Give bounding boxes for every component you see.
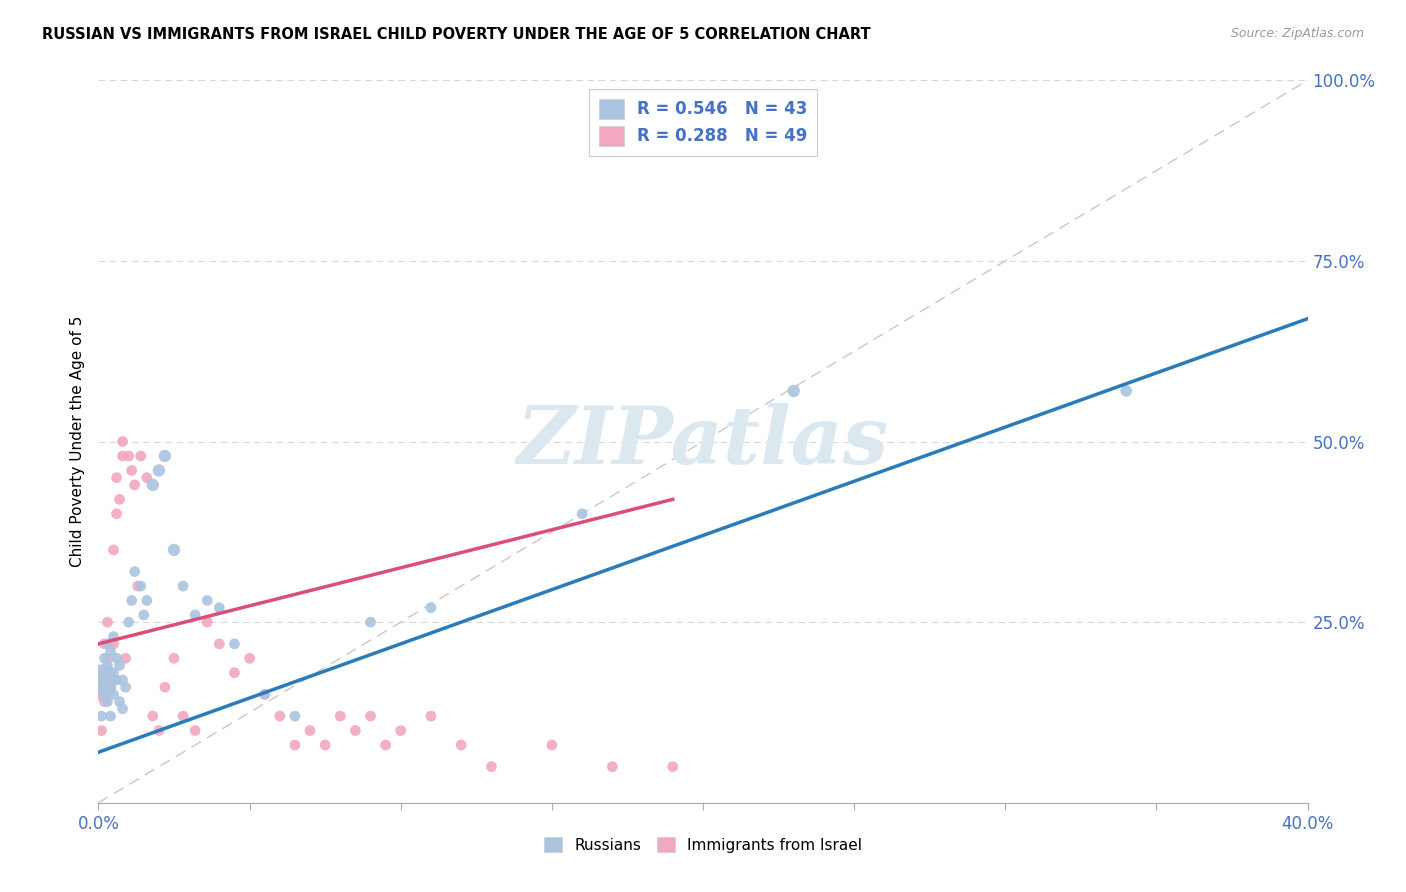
Point [103,542,125,557]
Point [299,723,322,738]
Legend: Russians, Immigrants from Israel: Russians, Immigrants from Israel [536,829,870,860]
Point [420,600,443,615]
Point [118,615,141,630]
Point [360,709,382,723]
Point [184,607,207,622]
Point [602,760,624,774]
Point [103,630,125,644]
Point [111,434,134,449]
Point [129,579,152,593]
Point [142,709,165,723]
Point [108,658,131,673]
Point [127,579,149,593]
Point [114,680,136,694]
Point [224,637,246,651]
Point [111,673,134,687]
Point [284,709,307,723]
Point [172,709,194,723]
Point [253,687,276,701]
Point [314,738,336,752]
Point [118,449,141,463]
Point [1115,384,1137,398]
Point [269,709,291,723]
Point [96,695,118,709]
Text: Source: ZipAtlas.com: Source: ZipAtlas.com [1230,27,1364,40]
Point [114,651,136,665]
Point [132,607,155,622]
Point [93,651,115,665]
Point [121,463,143,477]
Point [195,593,218,607]
Point [661,760,683,774]
Point [253,687,276,701]
Point [571,507,593,521]
Point [96,658,118,673]
Point [124,565,146,579]
Point [129,449,152,463]
Point [121,593,143,607]
Point [93,665,115,680]
Text: ZIPatlas: ZIPatlas [517,403,889,480]
Point [124,478,146,492]
Point [90,709,112,723]
Point [93,695,115,709]
Point [96,615,118,630]
Point [172,579,194,593]
Point [111,449,134,463]
Point [103,665,125,680]
Point [224,665,246,680]
Point [100,680,122,694]
Point [153,449,176,463]
Point [540,738,562,752]
Point [389,723,412,738]
Point [148,463,170,477]
Point [163,651,186,665]
Point [90,673,112,687]
Point [195,615,218,630]
Point [100,665,122,680]
Point [153,680,176,694]
Point [103,687,125,701]
Point [783,384,806,398]
Point [135,593,157,607]
Point [100,644,122,658]
Y-axis label: Child Poverty Under the Age of 5: Child Poverty Under the Age of 5 [69,316,84,567]
Point [239,651,262,665]
Point [108,492,131,507]
Point [208,637,231,651]
Point [90,723,112,738]
Point [96,651,118,665]
Point [93,637,115,651]
Point [103,637,125,651]
Point [135,470,157,484]
Point [105,651,128,665]
Point [329,709,352,723]
Point [163,542,186,557]
Point [208,600,231,615]
Point [111,702,134,716]
Point [93,665,115,680]
Point [374,738,396,752]
Point [344,723,367,738]
Point [100,709,122,723]
Point [108,695,131,709]
Point [360,615,382,630]
Point [105,470,128,484]
Point [105,507,128,521]
Point [93,687,115,701]
Text: RUSSIAN VS IMMIGRANTS FROM ISRAEL CHILD POVERTY UNDER THE AGE OF 5 CORRELATION C: RUSSIAN VS IMMIGRANTS FROM ISRAEL CHILD … [42,27,870,42]
Point [105,673,128,687]
Point [142,478,165,492]
Point [481,760,503,774]
Point [450,738,472,752]
Point [184,723,207,738]
Point [420,709,443,723]
Point [100,680,122,694]
Point [284,738,307,752]
Point [96,637,118,651]
Point [148,723,170,738]
Point [90,680,112,694]
